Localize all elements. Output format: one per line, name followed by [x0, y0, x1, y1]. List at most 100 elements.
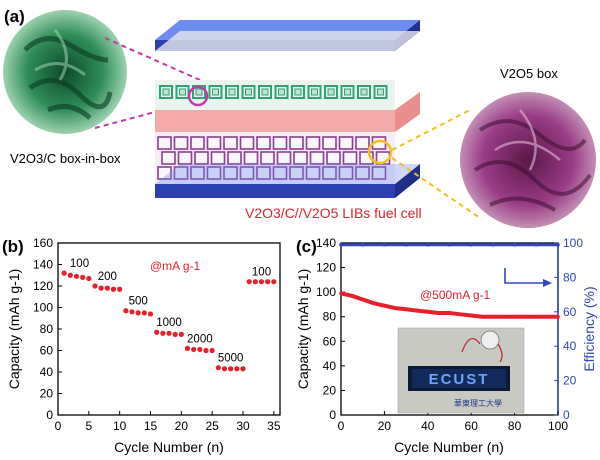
hollow-box-cell [371, 166, 387, 180]
efficiency-point [491, 242, 495, 247]
capacity-point [240, 366, 246, 372]
efficiency-point [339, 242, 343, 247]
capacity-point [80, 274, 86, 280]
hollow-box-cell [256, 136, 271, 150]
capacity-point [404, 307, 408, 312]
box-in-box-cell [274, 85, 289, 99]
capacity-point [110, 286, 117, 292]
panel-b-annotation: @mA g-1 [150, 259, 201, 273]
y-tick-label: 100 [316, 285, 336, 299]
box-in-box-cell [258, 85, 272, 99]
hollow-box-cell [206, 136, 222, 150]
inner-box-cell [294, 88, 302, 96]
capacity-point [104, 285, 110, 291]
capacity-point [61, 270, 67, 276]
capacity-point [501, 314, 506, 319]
y2-tick-label: 100 [563, 236, 583, 250]
panel-c: (c) 0 20 40 60 80 100020406080100120140020406… [295, 236, 597, 455]
current-density-label: 200 [98, 271, 117, 283]
capacity-point [160, 330, 166, 336]
current-density-label: 100 [70, 258, 89, 270]
hollow-box-cell [322, 166, 337, 180]
y-tick-label: 120 [316, 261, 336, 275]
hollow-box-cell [239, 136, 255, 150]
hollow-box-cell [223, 166, 238, 180]
hollow-box-cell [206, 166, 222, 180]
capacity-point [234, 366, 240, 372]
panel-c-series [339, 242, 560, 319]
panel-b-group-labels: 100 200 500 1000 2000 5000 100 [70, 258, 271, 365]
x-tick-label: 40 [421, 419, 435, 433]
inner-box-cell [162, 88, 170, 96]
capacity-point [98, 285, 104, 291]
hollow-box-cell [289, 166, 304, 180]
efficiency-point [556, 242, 560, 247]
efficiency-point [426, 242, 430, 247]
x-tick-label: 0 [55, 419, 62, 433]
inner-box-cell [245, 88, 252, 96]
hollow-box-cell [243, 151, 259, 165]
box-in-box-cell [340, 85, 355, 99]
y-tick-label: 120 [33, 279, 53, 293]
efficiency-point [534, 242, 539, 247]
box-in-box-cell [175, 85, 190, 99]
x-tick-label: 60 [465, 419, 479, 433]
panel-b-xlabel: Cycle Number (n) [114, 439, 224, 455]
cell-caption: V2O3/C//V2O5 LIBs fuel cell [245, 205, 422, 221]
current-density-label: 5000 [218, 353, 244, 365]
x-tick-label: 20 [378, 419, 392, 433]
x-tick-label: 30 [236, 419, 250, 433]
panel-c-ylabel: Capacity (mAh g-1) [295, 269, 311, 390]
y-tick-label: 20 [40, 387, 54, 401]
x-tick-label: 100 [548, 419, 568, 433]
capacity-point [393, 306, 398, 310]
panel-b-label: (b) [2, 237, 24, 256]
current-density-label: 500 [129, 296, 148, 308]
hollow-box-cell [161, 151, 176, 165]
capacity-point [67, 272, 73, 278]
capacity-point [184, 345, 191, 351]
capacity-point [221, 366, 228, 372]
capacity-point [117, 286, 123, 292]
capacity-point [135, 310, 141, 316]
x-tick-label: 15 [144, 419, 158, 433]
hollow-box-cell [305, 136, 321, 150]
x-tick-label: 35 [267, 419, 281, 433]
capacity-point [154, 329, 160, 335]
panel-c-xlabel: Cycle Number (n) [394, 439, 504, 455]
panel-b-axes: 0 5 10 15 20 25 30 35 0 20 40 60 80 100 120 140 160 [33, 236, 281, 433]
hollow-box-cell [272, 166, 288, 180]
hollow-box-cell [157, 166, 172, 180]
y2-tick-label: 0 [563, 408, 570, 422]
capacity-point [129, 309, 135, 315]
capacity-point [360, 297, 365, 302]
y-tick-label: 20 [323, 383, 337, 397]
capacity-point [246, 279, 252, 285]
hollow-box-cell [326, 151, 341, 165]
y-tick-label: 160 [33, 236, 53, 250]
y2-tick-label: 20 [563, 374, 577, 388]
inner-box-cell [377, 88, 384, 96]
capacity-point [480, 314, 484, 319]
x-tick-label: 5 [85, 419, 92, 433]
y-tick-label: 100 [33, 301, 53, 315]
panel-b: (b) 0 5 10 15 20 25 30 35020406080100120140160 … [2, 236, 281, 455]
box-in-box-cell [373, 85, 388, 99]
capacity-point [197, 346, 203, 353]
y2-tick-label: 60 [563, 305, 577, 319]
cell-schematic [155, 20, 420, 198]
capacity-point [166, 330, 172, 336]
capacity-point [265, 279, 271, 285]
hollow-box-cell [338, 166, 354, 180]
inner-box-cell [344, 88, 351, 96]
x-tick-label: 25 [205, 419, 219, 433]
hollow-box-cell [177, 151, 193, 165]
capacity-point [73, 273, 80, 279]
panel-b-ylabel: Capacity (mAh g-1) [6, 269, 22, 390]
panel-c-axes: 0 20 40 60 80 1000204060801001201400204060801… [316, 236, 583, 433]
panel-a: (a) V2O3/C box-in-box [3, 7, 596, 228]
hollow-box-cell [276, 151, 292, 165]
efficiency-point [360, 242, 365, 247]
x-tick-label: 20 [175, 419, 189, 433]
